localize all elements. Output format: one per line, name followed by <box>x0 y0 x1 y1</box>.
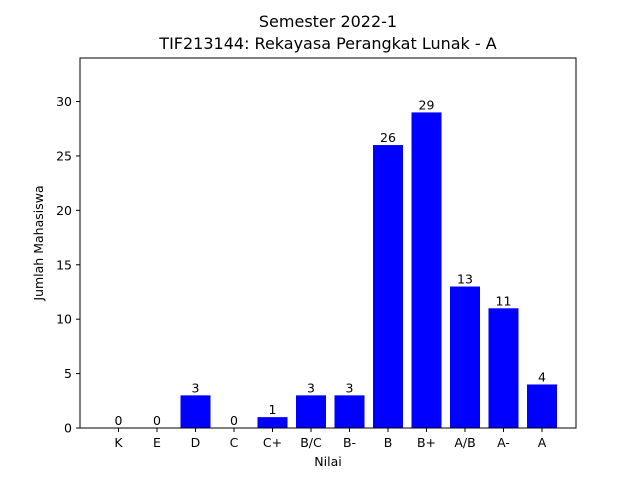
y-tick-label: 30 <box>56 94 72 109</box>
y-tick-label: 25 <box>56 148 72 163</box>
data-label-a-minus: 11 <box>496 293 512 308</box>
bar-b-plus <box>411 112 442 428</box>
bars-group <box>180 112 557 428</box>
x-tick-label: A <box>538 435 547 450</box>
data-label-e: 0 <box>153 413 161 428</box>
chart-subtitle: TIF213144: Rekayasa Perangkat Lunak - A <box>158 34 496 53</box>
data-label-ab-slash: 13 <box>457 272 473 287</box>
data-label-b-minus: 3 <box>346 380 354 395</box>
x-axis-label: Nilai <box>314 454 341 469</box>
bar-b-minus <box>334 395 365 428</box>
x-axis: K E D C C+ B/C B- B B+ A/B A- A <box>114 428 547 450</box>
x-tick-label: K <box>114 435 123 450</box>
x-tick-label: A- <box>497 435 510 450</box>
data-label-k: 0 <box>115 413 123 428</box>
data-label-b-plus: 29 <box>419 97 435 112</box>
x-tick-label: B/C <box>300 435 322 450</box>
x-tick-label: E <box>153 435 161 450</box>
x-tick-label: C+ <box>263 435 282 450</box>
chart-title: Semester 2022-1 <box>259 12 397 31</box>
bar-a <box>527 384 557 428</box>
bar-c-plus <box>257 417 288 428</box>
data-label-c-plus: 1 <box>269 402 277 417</box>
bar-bc-slash <box>296 395 326 428</box>
data-label-d: 3 <box>192 380 200 395</box>
bar-b <box>373 145 403 428</box>
x-tick-label: D <box>191 435 201 450</box>
data-label-b: 26 <box>380 130 396 145</box>
x-tick-label: B <box>384 435 393 450</box>
y-tick-label: 0 <box>64 421 72 436</box>
x-tick-label: A/B <box>454 435 475 450</box>
data-label-bc-slash: 3 <box>307 380 315 395</box>
y-axis-label: Jumlah Mahasiswa <box>31 185 46 301</box>
y-axis: 0 5 10 15 20 25 30 <box>56 94 80 436</box>
x-tick-label: B+ <box>417 435 436 450</box>
y-tick-label: 20 <box>56 203 72 218</box>
y-tick-label: 10 <box>56 312 72 327</box>
y-tick-label: 5 <box>64 366 72 381</box>
data-label-a: 4 <box>538 369 546 384</box>
x-tick-label: B- <box>343 435 356 450</box>
bar-d <box>180 395 211 428</box>
x-tick-label: C <box>230 435 239 450</box>
plot-frame <box>79 57 577 429</box>
bar-a-minus <box>488 308 519 428</box>
y-tick-label: 15 <box>56 257 72 272</box>
data-label-c: 0 <box>230 413 238 428</box>
bar-ab-slash <box>450 286 480 428</box>
